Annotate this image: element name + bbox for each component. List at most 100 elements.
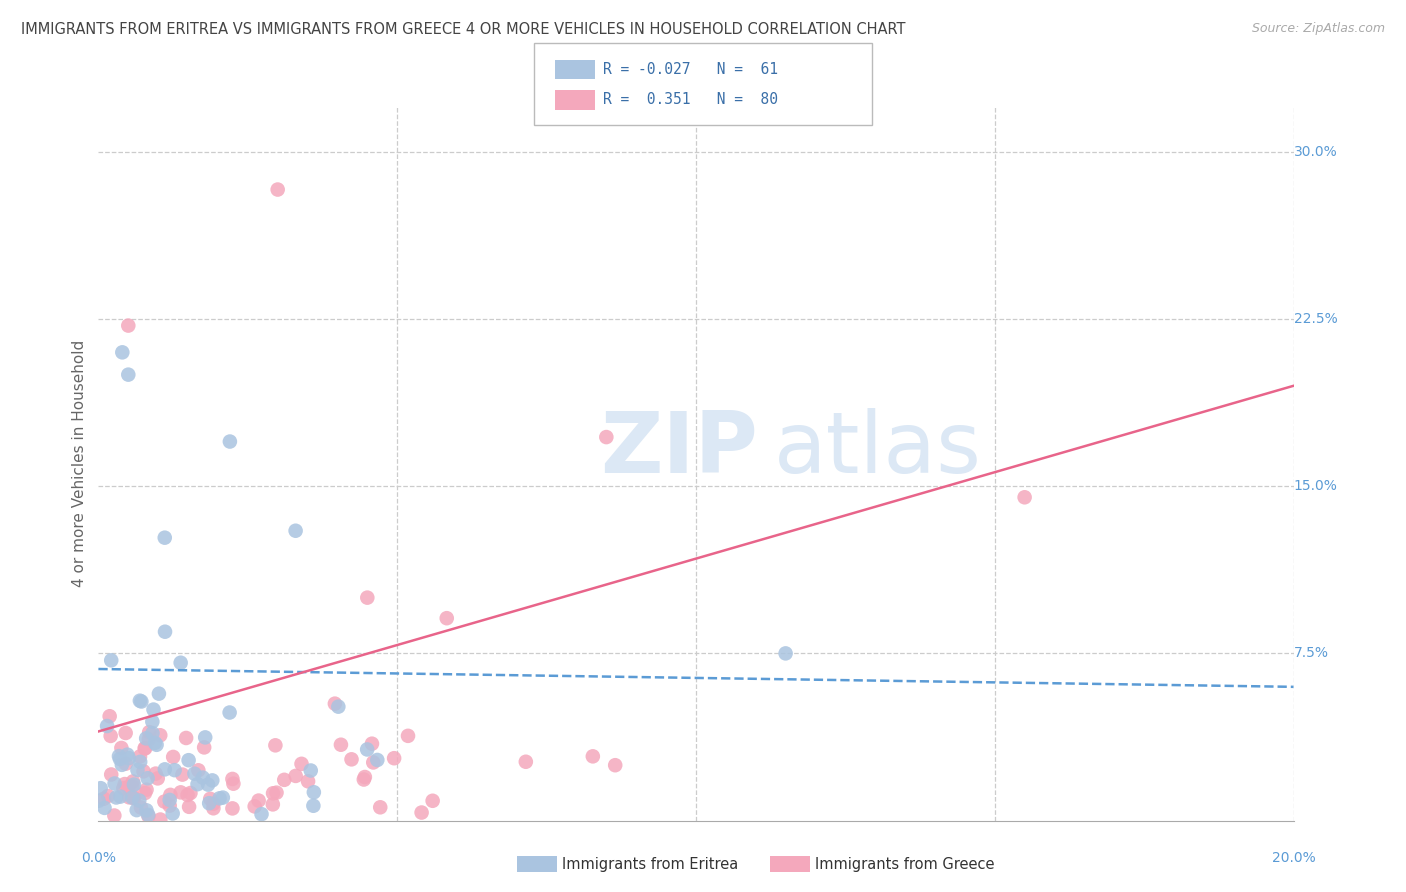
Point bbox=[353, 772, 375, 787]
Point bbox=[118, 751, 141, 765]
Point bbox=[127, 763, 149, 777]
Point bbox=[121, 780, 143, 794]
Point bbox=[221, 801, 243, 815]
Point bbox=[134, 741, 156, 756]
Point bbox=[135, 731, 157, 746]
Text: R = -0.027   N =  61: R = -0.027 N = 61 bbox=[603, 62, 778, 77]
Point bbox=[290, 756, 312, 771]
Point bbox=[100, 653, 122, 667]
Point bbox=[153, 795, 176, 809]
Point bbox=[1014, 491, 1036, 505]
Point bbox=[117, 318, 139, 333]
Text: 15.0%: 15.0% bbox=[1294, 479, 1337, 493]
Point bbox=[218, 706, 240, 720]
Point bbox=[131, 694, 153, 708]
Point bbox=[243, 799, 266, 814]
Point bbox=[98, 709, 121, 723]
Text: 0.0%: 0.0% bbox=[82, 851, 115, 865]
Point bbox=[136, 808, 159, 822]
Point bbox=[273, 772, 295, 787]
Point bbox=[436, 611, 458, 625]
Point bbox=[87, 794, 110, 808]
Point bbox=[361, 737, 384, 751]
Point bbox=[142, 702, 165, 716]
Point bbox=[176, 788, 198, 802]
Point bbox=[145, 766, 167, 780]
Point bbox=[129, 749, 152, 764]
Point bbox=[96, 719, 118, 733]
Point bbox=[354, 770, 377, 784]
Point bbox=[221, 772, 243, 786]
Point bbox=[422, 794, 444, 808]
Point bbox=[200, 792, 222, 806]
Point bbox=[515, 755, 537, 769]
Point bbox=[262, 786, 284, 800]
Point bbox=[122, 790, 145, 805]
Point bbox=[100, 767, 122, 781]
Point bbox=[159, 788, 181, 802]
Point bbox=[132, 764, 155, 779]
Point bbox=[129, 755, 152, 769]
Point bbox=[302, 785, 325, 799]
Point bbox=[149, 813, 172, 827]
Point bbox=[135, 782, 157, 797]
Point bbox=[112, 781, 135, 796]
Point bbox=[134, 786, 156, 800]
Point bbox=[299, 764, 322, 778]
Point bbox=[128, 694, 150, 708]
Point bbox=[582, 749, 605, 764]
Point bbox=[411, 805, 433, 820]
Point bbox=[191, 771, 214, 785]
Point bbox=[134, 741, 156, 756]
Point bbox=[122, 791, 145, 805]
Point bbox=[90, 781, 112, 796]
Point bbox=[302, 798, 325, 813]
Y-axis label: 4 or more Vehicles in Household: 4 or more Vehicles in Household bbox=[72, 340, 87, 588]
Point bbox=[297, 774, 319, 789]
Point bbox=[179, 786, 201, 800]
Point bbox=[138, 725, 160, 739]
Point bbox=[250, 807, 273, 822]
Point bbox=[208, 791, 231, 805]
Point bbox=[103, 808, 125, 822]
Point bbox=[382, 751, 405, 765]
Text: R =  0.351   N =  80: R = 0.351 N = 80 bbox=[603, 93, 778, 107]
Point bbox=[284, 524, 307, 538]
Point bbox=[122, 778, 145, 792]
Point bbox=[187, 764, 209, 778]
Point bbox=[128, 793, 150, 807]
Point bbox=[172, 767, 194, 781]
Point bbox=[110, 741, 132, 756]
Point bbox=[198, 796, 221, 810]
Point bbox=[284, 769, 307, 783]
Point bbox=[97, 789, 120, 803]
Point bbox=[177, 753, 200, 767]
Point bbox=[323, 697, 346, 711]
Point bbox=[595, 430, 617, 444]
Text: IMMIGRANTS FROM ERITREA VS IMMIGRANTS FROM GREECE 4 OR MORE VEHICLES IN HOUSEHOL: IMMIGRANTS FROM ERITREA VS IMMIGRANTS FR… bbox=[21, 22, 905, 37]
Text: Source: ZipAtlas.com: Source: ZipAtlas.com bbox=[1251, 22, 1385, 36]
Point bbox=[396, 729, 419, 743]
Text: atlas: atlas bbox=[773, 408, 981, 491]
Point bbox=[114, 726, 136, 740]
Point bbox=[202, 797, 225, 811]
Point bbox=[146, 772, 169, 786]
Point bbox=[329, 738, 352, 752]
Point bbox=[135, 803, 157, 817]
Point bbox=[153, 624, 176, 639]
Point bbox=[121, 790, 143, 805]
Point bbox=[264, 739, 287, 753]
Point bbox=[117, 780, 139, 794]
Point bbox=[368, 800, 391, 814]
Point bbox=[118, 790, 141, 805]
Point bbox=[247, 794, 270, 808]
Point bbox=[197, 778, 219, 792]
Point bbox=[111, 345, 134, 359]
Point bbox=[103, 776, 125, 790]
Point bbox=[170, 656, 193, 670]
Point bbox=[174, 731, 197, 745]
Point bbox=[222, 777, 245, 791]
Point bbox=[125, 803, 148, 817]
Point bbox=[266, 786, 288, 800]
Text: ZIP: ZIP bbox=[600, 408, 758, 491]
